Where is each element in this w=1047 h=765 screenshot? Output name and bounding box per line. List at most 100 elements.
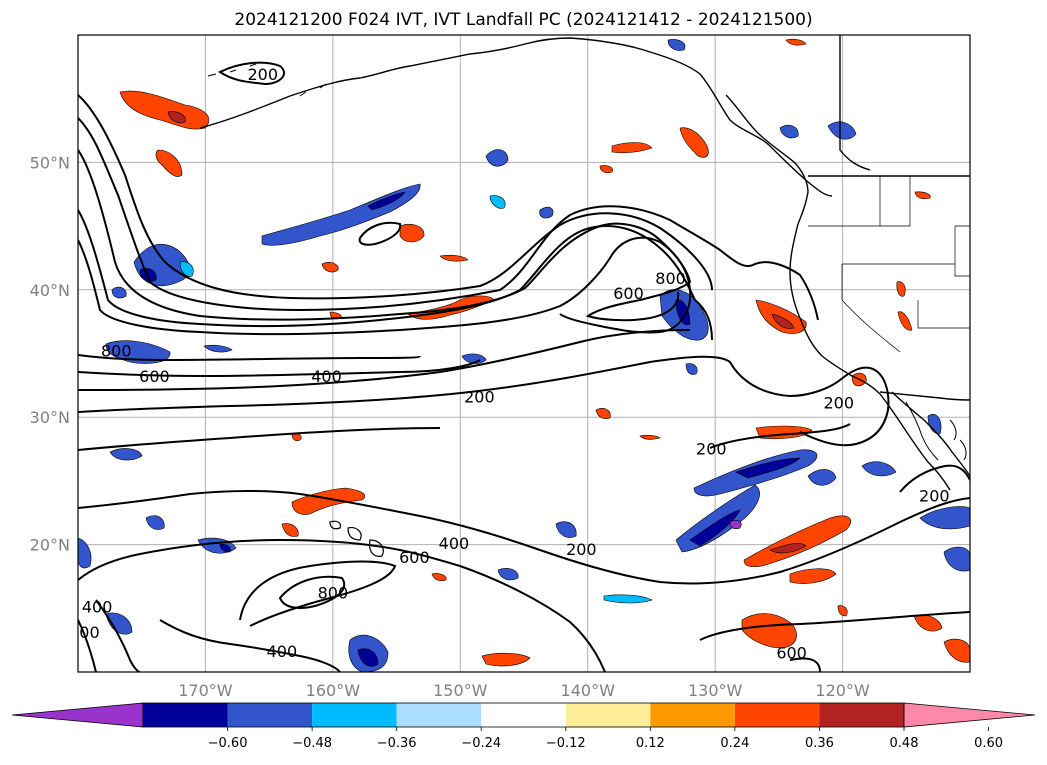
colorbar-segment [650,703,735,727]
colorbar-tick-label: 0.36 [805,736,834,751]
bc-coastline [725,94,809,225]
neg-anomaly [105,340,171,364]
contour-label: 600 [399,548,430,567]
lon-tick-label: 130°W [688,681,743,700]
pos-anomaly [399,224,425,243]
contour-label: 400 [69,623,100,642]
pos-anomaly [439,254,469,262]
neg-anomaly-core [357,648,379,667]
pos-anomaly-core [769,543,807,554]
map-title: 2024121200 F024 IVT, IVT Landfall PC (20… [234,10,813,30]
latitude-labels: 20°N 30°N 40°N 50°N [30,153,70,554]
contour-label: 400 [82,598,113,617]
pos-anomaly [431,573,447,582]
contour-label: 200 [464,387,495,406]
contour-label: 200 [823,394,854,413]
neg-anomaly-core [219,543,231,553]
neg-anomaly [203,344,233,353]
pos-anomaly [743,515,851,568]
aleutian-islands [207,63,327,97]
neg-anomaly [827,121,857,140]
colorbar-tick-label: −0.48 [292,736,332,751]
colorbar-segment [143,703,228,727]
pos-anomaly [679,127,709,158]
colorbar-tick-label: 0.48 [890,736,919,751]
pos-anomaly [595,408,611,420]
map-panel [78,35,970,672]
pos-anomaly [639,434,661,440]
colorbar-tick-label: −0.60 [208,736,248,751]
colorbar-segment [819,703,904,727]
contour-label: 400 [439,534,470,553]
hawaii-islands [329,520,384,557]
neg-anomaly-core [729,520,742,530]
neg-anomaly [779,124,799,139]
lon-tick-label: 170°W [178,681,233,700]
pos-anomaly [741,613,797,649]
colorbar-segment [734,703,820,727]
pos-anomaly [897,311,913,331]
neg-anomaly [179,261,194,277]
lat-tick-label: 40°N [30,281,70,300]
ivt-contour-200 [78,117,819,321]
neg-anomaly [807,469,837,486]
colorbar-segment [227,703,313,727]
pos-anomaly [321,262,339,273]
colorbar-extend-min [11,702,144,728]
pos-anomaly [481,652,531,667]
contour-label: 200 [566,540,597,559]
colorbar-tick-label: 0.24 [720,736,749,751]
pos-anomaly-core [167,111,186,124]
lon-tick-label: 120°W [815,681,870,700]
ivt-contour-800 [278,575,345,609]
colorbar-segment [312,703,397,727]
pos-anomaly [837,605,848,617]
lat-tick-label: 50°N [30,153,70,172]
neg-anomaly-core [735,457,801,479]
contour-label: 600 [776,643,807,662]
pos-anomaly-core [771,313,795,329]
neg-anomaly [603,594,653,604]
colorbar-tick-label: 0.60 [974,736,1003,751]
lon-tick-label: 140°W [561,681,616,700]
ivt-contours [78,61,970,672]
lat-tick-label: 30°N [30,408,70,427]
neg-anomaly [261,183,421,246]
pos-anomaly [611,142,653,154]
ivt-contour-200 [78,427,441,451]
ivt-contour-400 [78,538,606,672]
lat-tick-label: 20°N [30,536,70,555]
ivt-contour-400 [78,619,97,672]
us-west-coastline [789,223,881,395]
colorbar-tick-label: −0.12 [546,736,586,751]
pos-anomaly [281,523,299,537]
pos-anomaly [599,165,613,174]
ivt-contour-600 [789,657,821,672]
neg-anomaly [685,363,698,375]
neg-anomaly [78,537,92,569]
pos-anomaly [119,90,210,130]
state-borders [808,176,970,353]
baja-coastline [879,393,951,491]
ivt-contour-400 [78,94,713,300]
neg-anomaly [145,515,165,530]
ivt-contour-400 [78,329,691,391]
neg-anomaly [861,461,897,477]
contour-label: 200 [247,65,278,84]
mexico-mainland-coast [891,391,970,477]
pos-anomaly [291,487,366,515]
ivt-contour-600 [699,611,970,641]
pos-anomaly [914,191,931,200]
neg-anomaly [539,206,554,219]
neg-anomaly [489,195,506,209]
neg-anomaly [927,414,942,435]
ivt-contour-600 [239,560,397,627]
colorbar-tick-label: −0.24 [461,736,501,751]
colorbar-tick-label: 0.12 [636,736,665,751]
ivt-contour-200 [78,355,890,447]
neg-anomaly-core [367,191,406,211]
us-mexico-border [879,391,970,401]
colorbar-tick-label: −0.36 [377,736,417,751]
neg-anomaly-core [689,509,741,547]
